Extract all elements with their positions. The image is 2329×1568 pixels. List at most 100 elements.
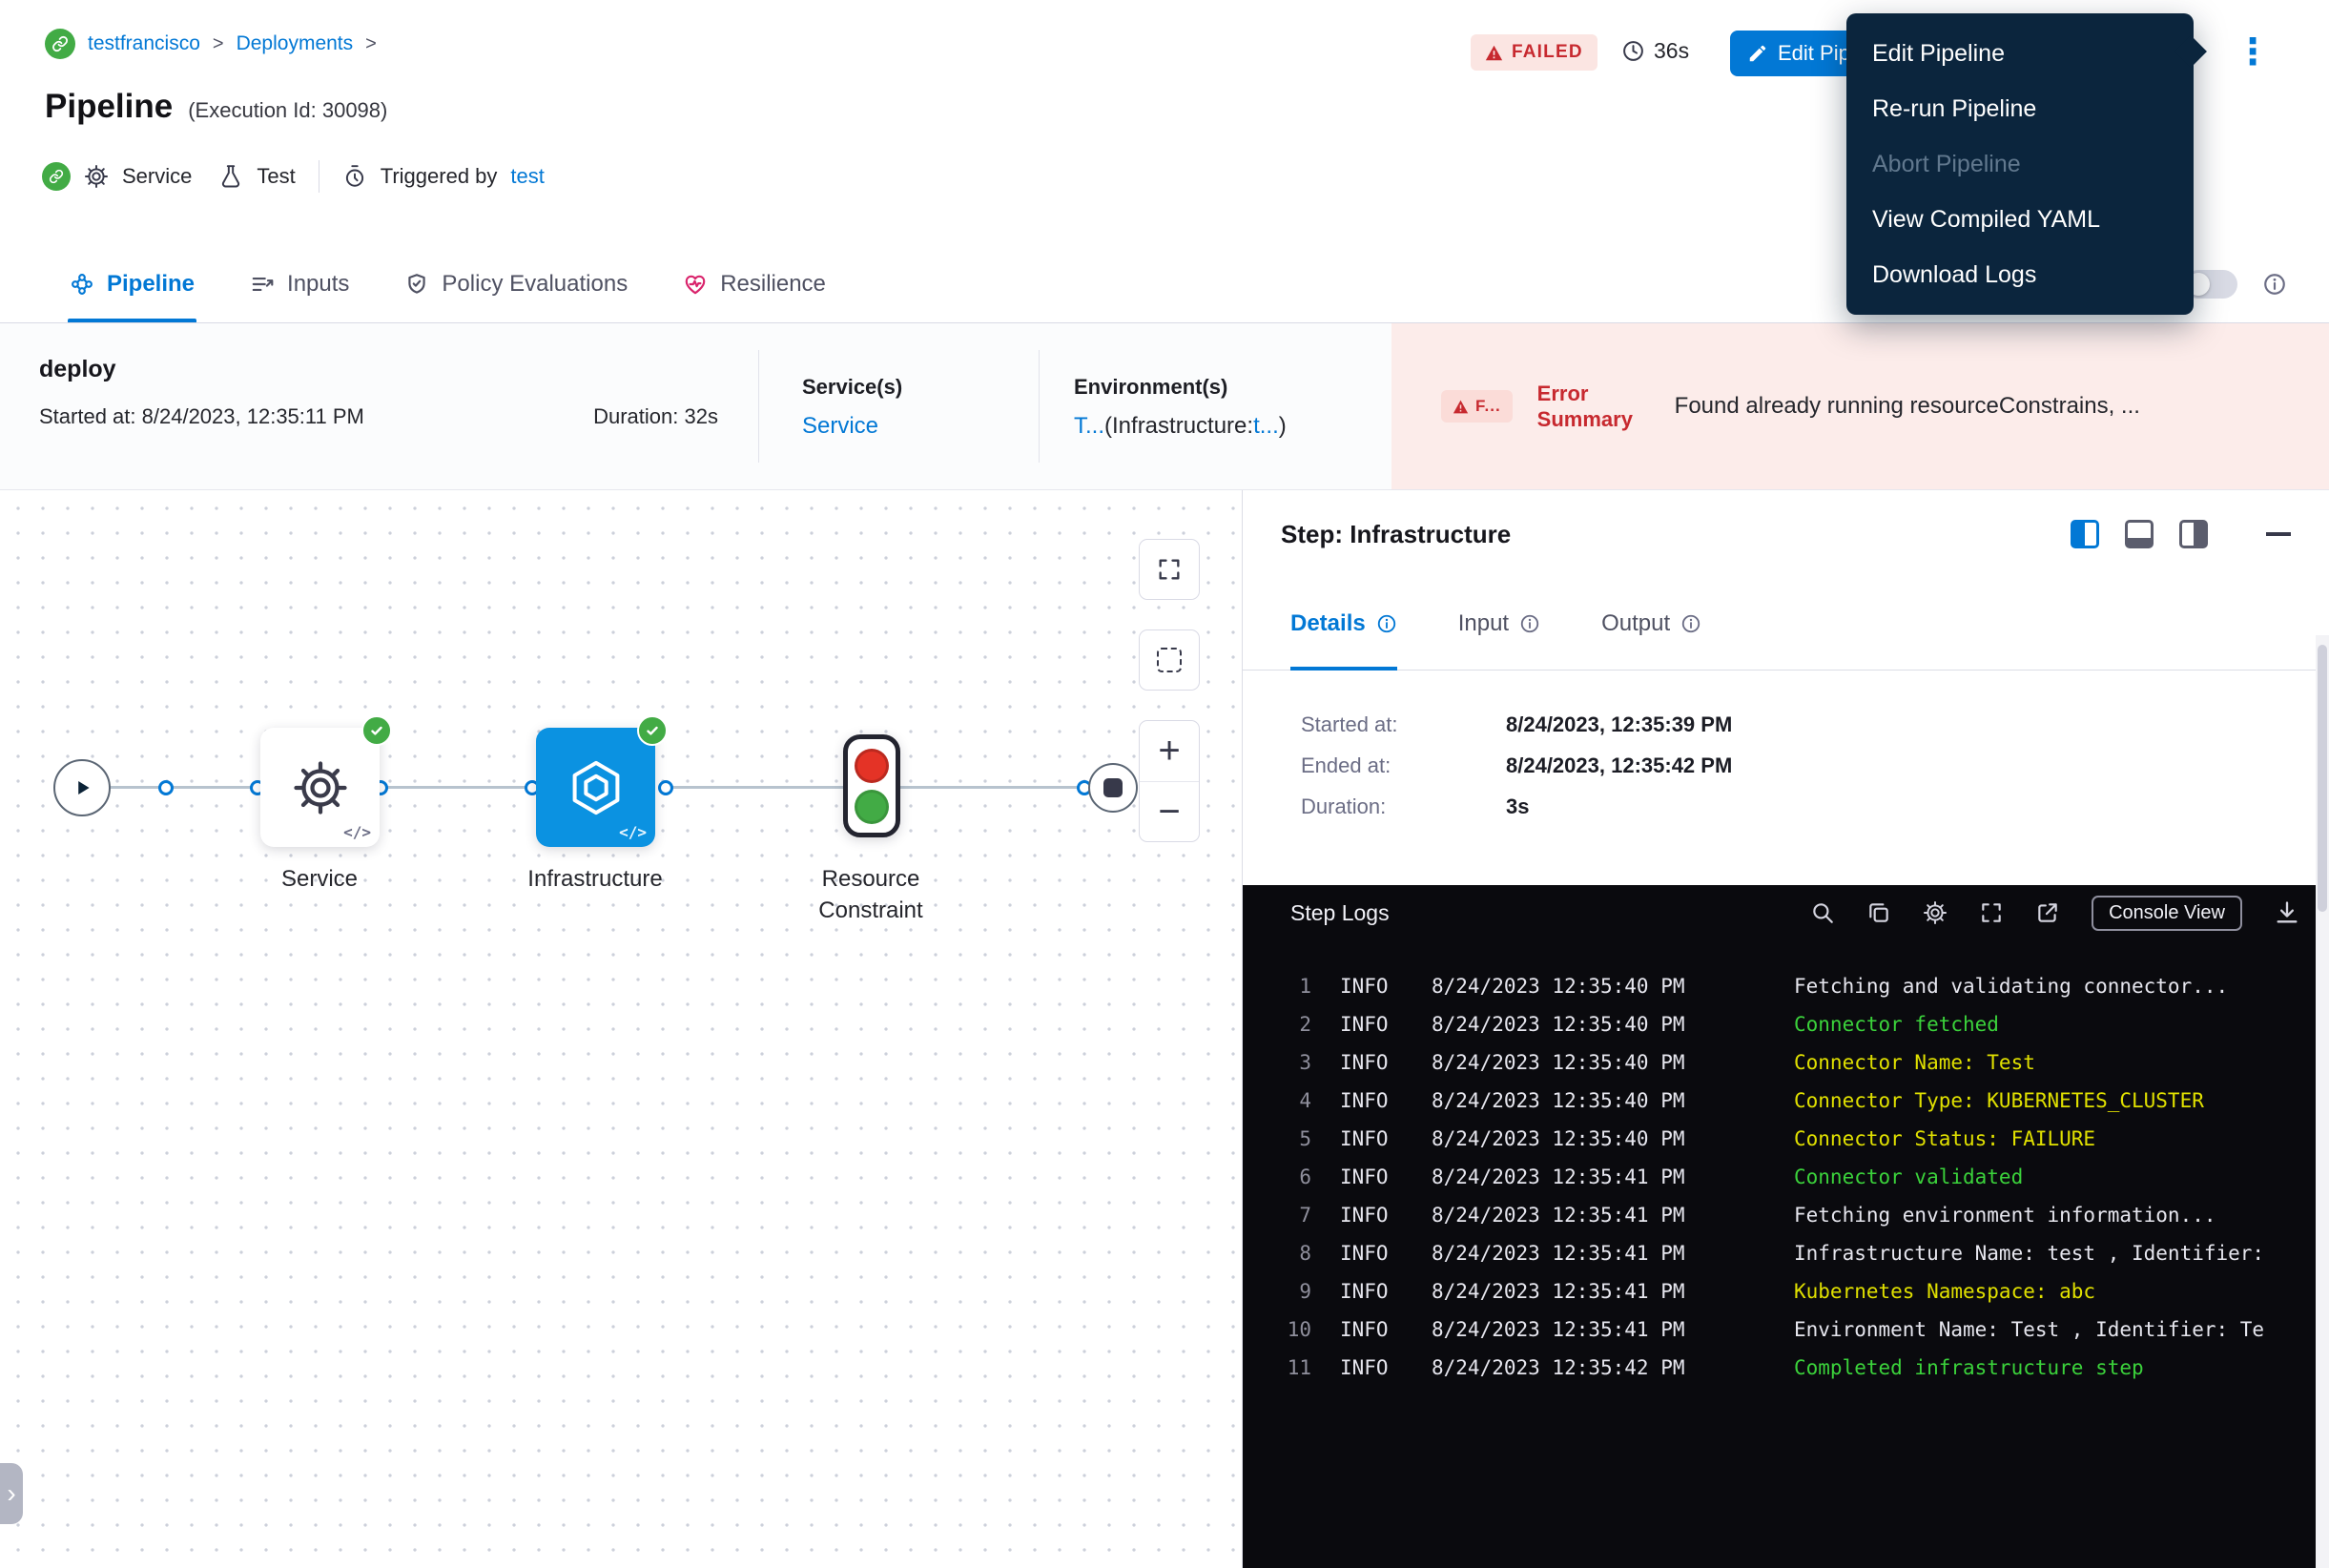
scrollbar[interactable]: [2316, 635, 2329, 1568]
scrollbar-thumb[interactable]: [2318, 645, 2327, 912]
tab-policy-evaluations[interactable]: Policy Evaluations: [404, 246, 628, 322]
menu-item-edit-pipeline[interactable]: Edit Pipeline: [1846, 26, 2194, 81]
graph-edge: [666, 786, 843, 789]
started-at-value: 8/24/2023, 12:35:11 PM: [142, 404, 364, 428]
log-line-number: 4: [1243, 1089, 1311, 1112]
success-check-badge: [637, 715, 668, 746]
kebab-menu-icon[interactable]: ⋮: [2234, 25, 2272, 78]
layout-split-view-icon[interactable]: [2071, 520, 2099, 548]
log-line: 8INFO8/24/2023 12:35:41 PMInfrastructure…: [1243, 1234, 2329, 1272]
status-badge-label: FAILED: [1512, 42, 1583, 63]
marquee-icon: [1157, 648, 1182, 672]
log-timestamp: 8/24/2023 12:35:41 PM: [1432, 1318, 1767, 1341]
log-level: INFO: [1340, 1318, 1407, 1341]
breadcrumb-deployments-link[interactable]: Deployments: [237, 32, 354, 55]
graph-node-infrastructure[interactable]: </>: [536, 728, 655, 847]
detail-row-started: Started at: 8/24/2023, 12:35:39 PM: [1301, 712, 2329, 737]
log-line-number: 2: [1243, 1013, 1311, 1036]
tab-pipeline[interactable]: Pipeline: [70, 246, 195, 322]
service-link[interactable]: Service: [802, 413, 902, 440]
minimize-panel-button[interactable]: [2266, 532, 2291, 536]
copy-icon[interactable]: [1866, 900, 1891, 925]
triggered-by-user-link[interactable]: test: [510, 164, 544, 189]
step-logs-title: Step Logs: [1290, 900, 1390, 926]
marquee-select-button[interactable]: [1139, 629, 1200, 691]
execution-duration: 36s: [1621, 38, 1689, 64]
log-timestamp: 8/24/2023 12:35:41 PM: [1432, 1280, 1767, 1303]
cd-module-icon: [42, 162, 71, 191]
step-logs-header: Step Logs Console View: [1243, 885, 2329, 940]
step-panel-title: Step: Infrastructure: [1281, 520, 1511, 549]
step-tab-output[interactable]: Output: [1601, 578, 1701, 670]
detail-label: Duration:: [1301, 794, 1506, 819]
tab-inputs[interactable]: Inputs: [250, 246, 349, 322]
step-tab-details[interactable]: Details: [1290, 578, 1397, 670]
started-at-label: Started at:: [39, 404, 136, 428]
log-level: INFO: [1340, 1127, 1407, 1150]
duration-label: Duration:: [593, 404, 678, 428]
tab-pipeline-label: Pipeline: [107, 271, 195, 298]
log-line-number: 10: [1243, 1318, 1311, 1341]
search-icon[interactable]: [1810, 900, 1835, 925]
log-line: 4INFO8/24/2023 12:35:40 PMConnector Type…: [1243, 1082, 2329, 1120]
clock-icon: [1621, 39, 1645, 63]
error-summary-label: Error Summary: [1537, 381, 1650, 432]
external-link-icon[interactable]: [2035, 900, 2060, 925]
log-line-number: 9: [1243, 1280, 1311, 1303]
layout-bottom-view-icon[interactable]: [2125, 520, 2154, 548]
service-label: Service: [122, 164, 192, 189]
layout-right-view-icon[interactable]: [2179, 520, 2208, 548]
divider: [758, 350, 759, 463]
drawer-expand-handle[interactable]: ›: [0, 1463, 23, 1524]
log-timestamp: 8/24/2023 12:35:41 PM: [1432, 1166, 1767, 1188]
execution-id: (Execution Id: 30098): [188, 98, 387, 123]
menu-item-abort-pipeline[interactable]: Abort Pipeline: [1846, 136, 2194, 192]
inputs-icon: [250, 272, 275, 297]
download-icon[interactable]: [2274, 899, 2300, 926]
graph-node-service[interactable]: </>: [260, 728, 380, 847]
log-message: Fetching environment information...: [1794, 1204, 2329, 1227]
node-label-service: Service: [215, 863, 424, 895]
zoom-out-button[interactable]: −: [1140, 781, 1199, 841]
breadcrumb-separator: >: [213, 33, 224, 55]
menu-item-view-compiled-yaml[interactable]: View Compiled YAML: [1846, 192, 2194, 247]
environments-label: Environment(s): [1074, 375, 1287, 400]
step-tab-details-label: Details: [1290, 610, 1366, 637]
tab-resilience[interactable]: Resilience: [683, 246, 826, 322]
menu-item-rerun-pipeline[interactable]: Re-run Pipeline: [1846, 81, 2194, 136]
cd-module-icon: [45, 29, 75, 59]
info-icon: [1519, 613, 1540, 634]
fullscreen-button[interactable]: [1139, 539, 1200, 600]
fullscreen-icon[interactable]: [1979, 900, 2004, 925]
pipeline-graph-canvas[interactable]: </> </> Service Infrastructure Resource …: [0, 490, 1242, 1568]
log-level: INFO: [1340, 1013, 1407, 1036]
graph-node-resource-constraint[interactable]: [843, 734, 900, 837]
graph-end-node[interactable]: [1088, 763, 1138, 813]
log-line: 11INFO8/24/2023 12:35:42 PMCompleted inf…: [1243, 1349, 2329, 1387]
warning-icon: [1453, 400, 1469, 414]
error-summary-area: F... Error Summary Found already running…: [1391, 323, 2329, 489]
zoom-in-button[interactable]: +: [1140, 721, 1199, 781]
settings-gear-icon[interactable]: [1923, 900, 1948, 925]
graph-port: [158, 780, 174, 795]
breadcrumb-separator: >: [365, 33, 377, 55]
stage-duration: Duration: 32s: [593, 404, 718, 429]
menu-item-download-logs[interactable]: Download Logs: [1846, 247, 2194, 302]
log-level: INFO: [1340, 975, 1407, 998]
environment-link[interactable]: T...: [1074, 413, 1104, 439]
log-line: 7INFO8/24/2023 12:35:41 PMFetching envir…: [1243, 1196, 2329, 1234]
graph-port: [658, 780, 673, 795]
log-line: 2INFO8/24/2023 12:35:40 PMConnector fetc…: [1243, 1005, 2329, 1043]
console-view-button[interactable]: Console View: [2092, 896, 2242, 931]
breadcrumb-project-link[interactable]: testfrancisco: [88, 32, 200, 55]
detail-value: 3s: [1506, 794, 1529, 819]
infrastructure-link[interactable]: t...: [1253, 413, 1279, 439]
step-tab-output-label: Output: [1601, 610, 1670, 637]
info-icon[interactable]: [2262, 272, 2287, 297]
node-label-resource-constraint: Resource Constraint: [794, 863, 947, 926]
graph-start-node[interactable]: [53, 759, 111, 816]
log-line: 6INFO8/24/2023 12:35:41 PMConnector vali…: [1243, 1158, 2329, 1196]
step-tab-input[interactable]: Input: [1458, 578, 1540, 670]
test-flask-icon: [218, 164, 243, 189]
log-message: Connector Type: KUBERNETES_CLUSTER: [1794, 1089, 2329, 1112]
